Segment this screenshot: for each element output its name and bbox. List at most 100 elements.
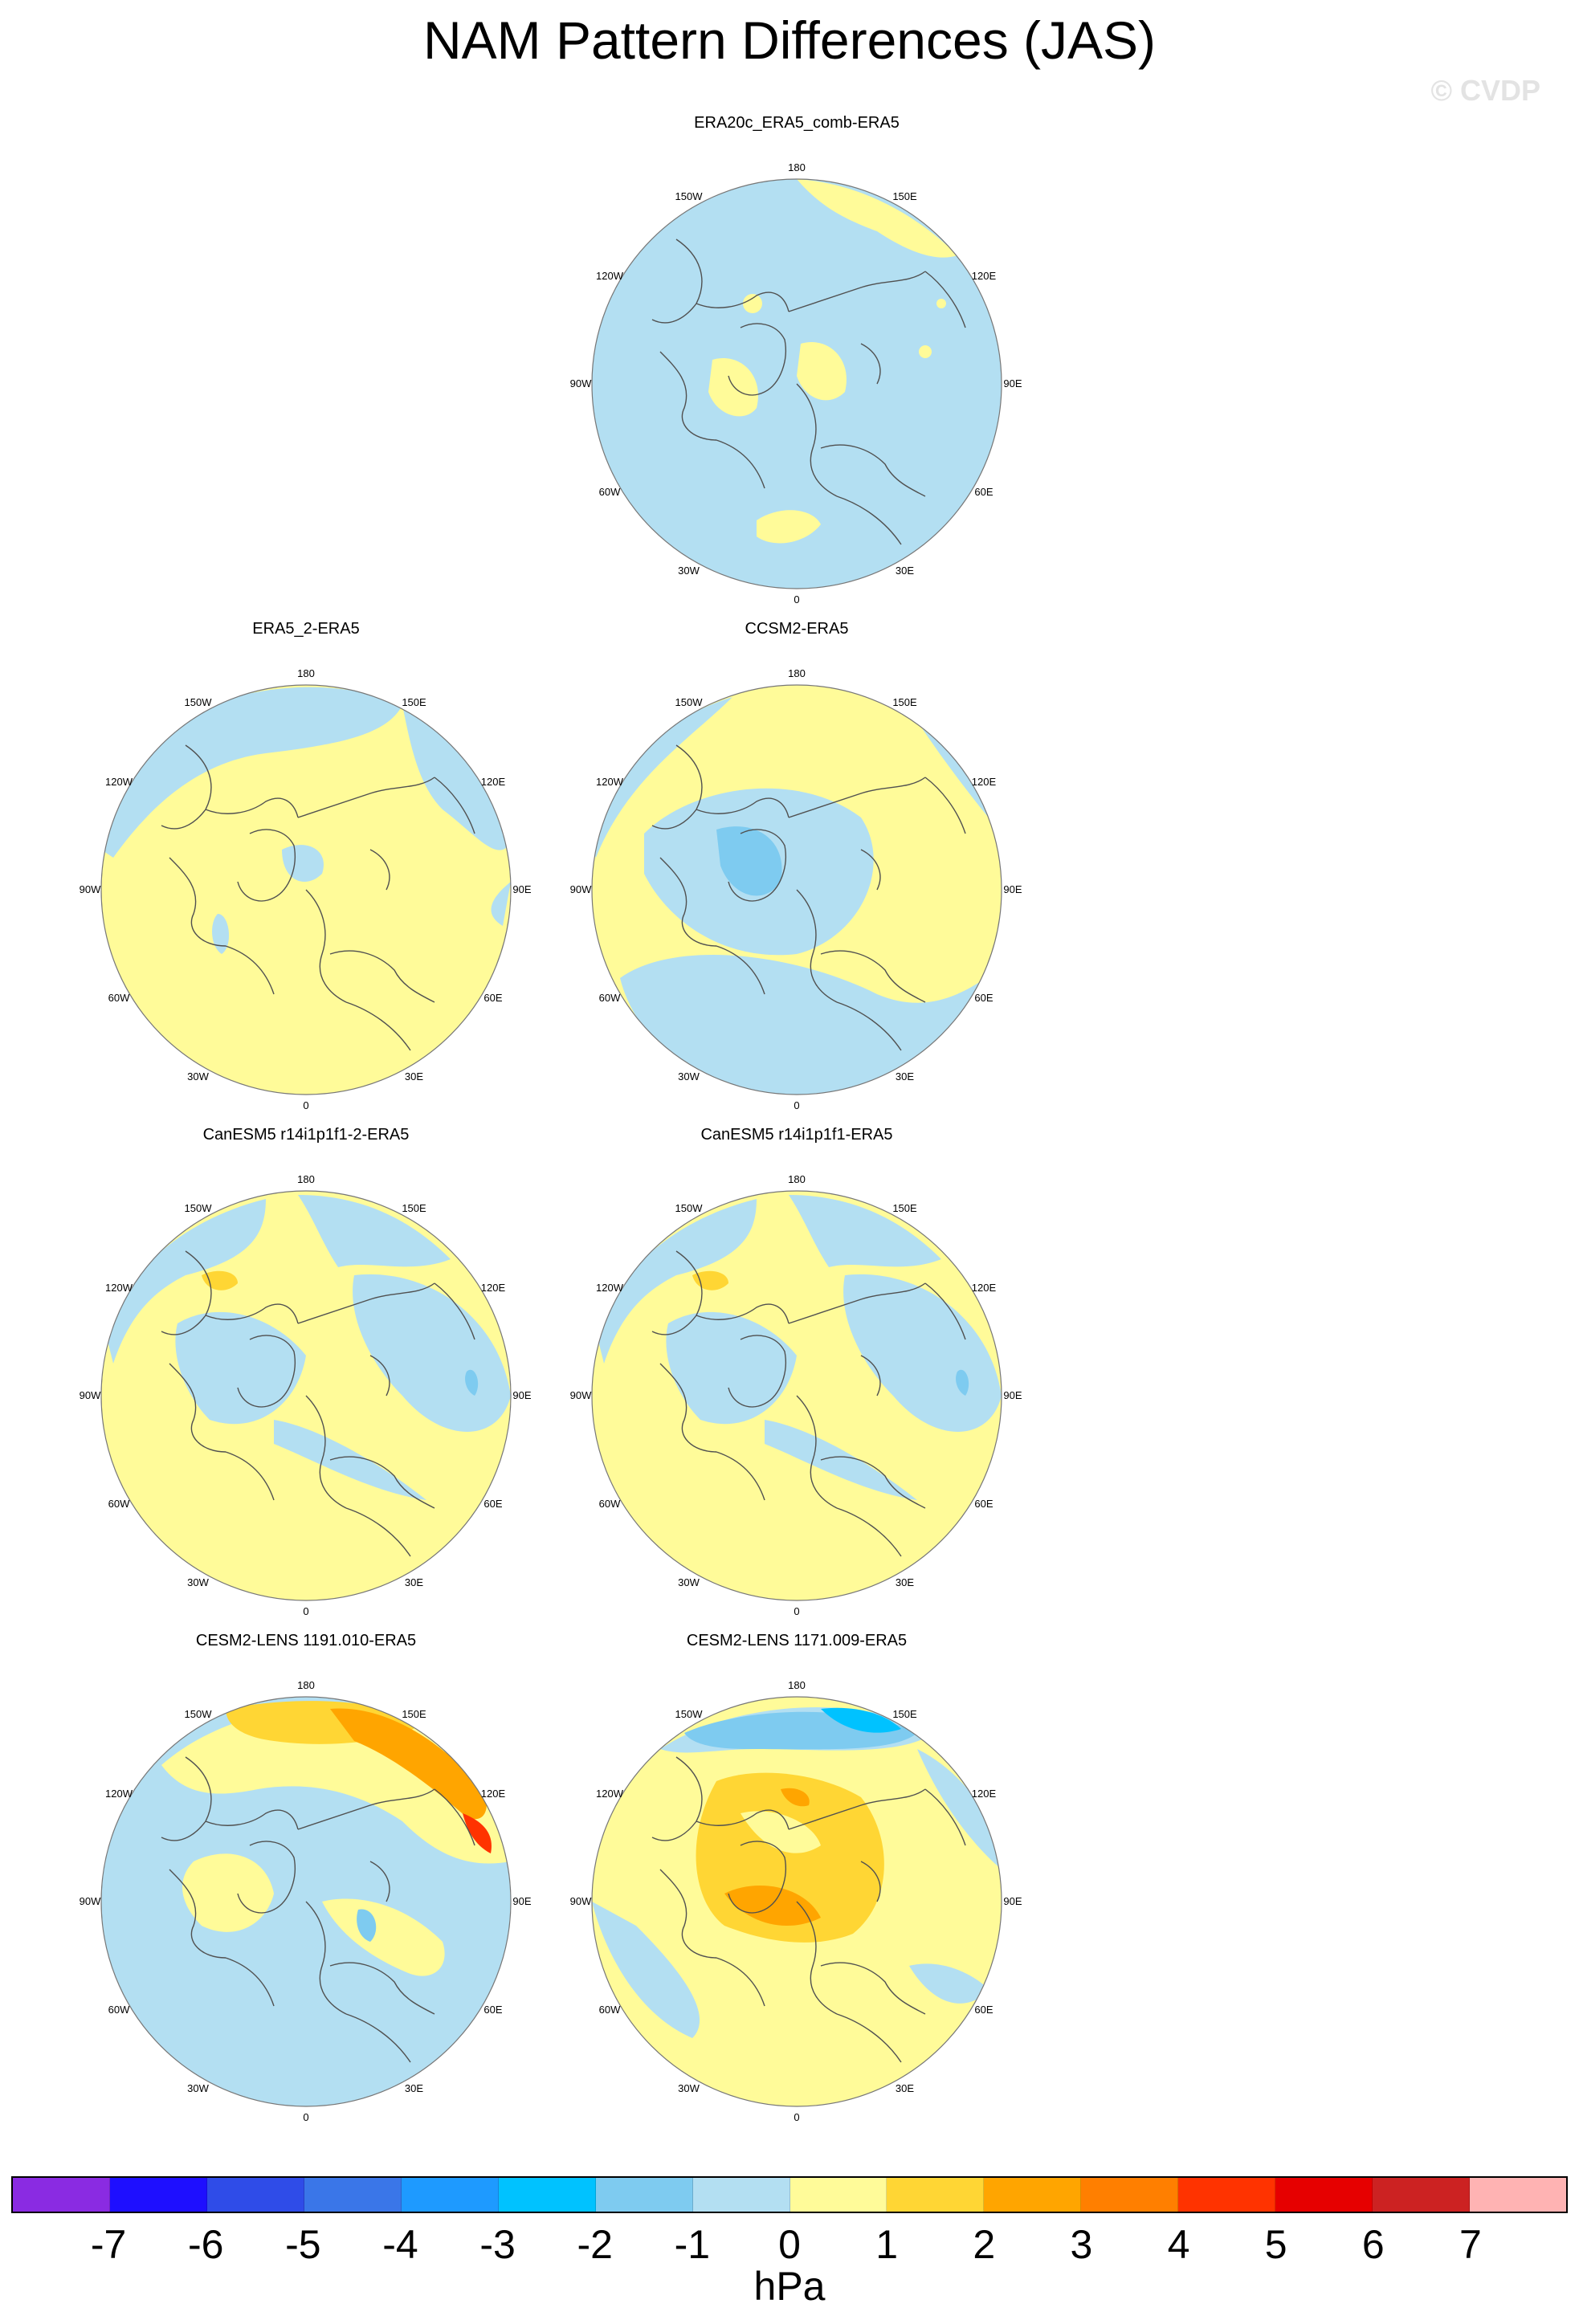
- longitude-label: 120E: [971, 269, 997, 282]
- colorbar-tick-label: -2: [577, 2222, 613, 2267]
- longitude-label: 120E: [480, 1281, 506, 1294]
- colorbar-segment: [1373, 2178, 1471, 2212]
- longitude-label: 150W: [184, 1202, 212, 1215]
- longitude-label: 0: [303, 1099, 309, 1111]
- coastline: [696, 1303, 790, 1324]
- longitude-label: 120W: [596, 1787, 624, 1800]
- longitude-label: 60E: [483, 991, 503, 1004]
- map-border: [591, 178, 1002, 589]
- coastline: [820, 1456, 926, 1509]
- coastline: [329, 1456, 435, 1509]
- longitude-label: 90W: [79, 1389, 101, 1401]
- longitude-label: 150W: [184, 1708, 212, 1721]
- map-panel: ERA5_2-ERA5 180 150E 120E 90E 60E 30E 0 30W 60W 90…: [65, 620, 547, 1111]
- longitude-label: 120E: [971, 1281, 997, 1294]
- longitude-label: 60E: [483, 1497, 503, 1510]
- contour-region: [956, 1369, 969, 1396]
- colorbar-segment: [1178, 2178, 1276, 2212]
- coastline: [924, 271, 966, 328]
- figure-title: NAM Pattern Differences (JAS): [422, 10, 1157, 70]
- map-panel: ERA20c_ERA5_comb-ERA5 180 150E 120E 90E 60E 30…: [556, 114, 1038, 605]
- map-panel: CanESM5 r14i1p1f1-ERA5 180 150E 120E 90E 60E 3…: [556, 1126, 1038, 1617]
- longitude-label: 90W: [569, 883, 592, 895]
- polar-map: [591, 1696, 1002, 2107]
- coastline: [369, 1861, 390, 1902]
- longitude-label: 30E: [404, 1070, 424, 1082]
- coastline: [329, 950, 435, 1003]
- longitude-label: 90E: [1003, 377, 1022, 389]
- contour-region: [919, 345, 932, 358]
- coastline: [836, 1001, 902, 1051]
- coastline: [345, 2013, 411, 2063]
- longitude-label: 30W: [678, 1070, 700, 1082]
- map-border: [100, 1696, 512, 2107]
- coastline: [820, 444, 926, 497]
- coastline: [796, 383, 838, 497]
- contour-region: [821, 1707, 901, 1733]
- longitude-label: 0: [794, 2111, 800, 2123]
- coastline: [345, 1001, 411, 1051]
- polar-map: [591, 1190, 1002, 1601]
- contour-region: [936, 299, 946, 308]
- longitude-label: 150W: [675, 190, 703, 203]
- coastline: [836, 2013, 902, 2063]
- contour-region: [491, 882, 511, 926]
- longitude-label: 150E: [402, 1202, 426, 1215]
- contour-region: [708, 358, 758, 417]
- contour-region: [357, 1909, 377, 1942]
- longitude-label: 90E: [512, 1895, 532, 1907]
- contour-region: [212, 914, 230, 954]
- longitude-label: 120W: [105, 775, 133, 788]
- colorbar-tick-label: -5: [285, 2222, 321, 2267]
- polar-map: [100, 684, 512, 1095]
- colorbar-tick-label: 5: [1264, 2222, 1287, 2267]
- colorbar: [11, 2176, 1568, 2213]
- longitude-label: 120E: [480, 1787, 506, 1800]
- colorbar-segment: [206, 2178, 304, 2212]
- longitude-label: 150E: [892, 190, 917, 203]
- coastline: [716, 945, 765, 995]
- coastline: [369, 849, 390, 891]
- colorbar-tick-label: -3: [479, 2222, 516, 2267]
- colorbar-tick-label: 3: [1070, 2222, 1093, 2267]
- coastline: [860, 849, 881, 891]
- coastline: [788, 1788, 926, 1830]
- coastline: [860, 1355, 881, 1396]
- coastline: [345, 1507, 411, 1557]
- coastline: [205, 1809, 299, 1830]
- colorbar-unit: hPa: [753, 2264, 826, 2309]
- colorbar-segment: [692, 2178, 790, 2212]
- coastline: [924, 777, 966, 834]
- coastline: [820, 1962, 926, 2015]
- colorbar-segment: [1470, 2178, 1566, 2212]
- map-panel: CESM2-LENS 1191.010-ERA5 180 150E 120E 90E 60…: [65, 1632, 547, 2123]
- coastline: [169, 1363, 226, 1453]
- contour-region: [182, 1853, 274, 1932]
- longitude-label: 120W: [596, 1281, 624, 1294]
- longitude-label: 120W: [596, 775, 624, 788]
- map-border: [591, 684, 1002, 1095]
- contour-region: [724, 1886, 821, 1926]
- coastline: [860, 1861, 881, 1902]
- coastline: [924, 1788, 966, 1846]
- contour-region: [596, 1199, 757, 1364]
- coastline: [716, 439, 765, 489]
- colorbar-tick-label: -4: [382, 2222, 418, 2267]
- coastline: [860, 343, 881, 385]
- coastline: [796, 1901, 838, 2015]
- longitude-label: 30W: [678, 1576, 700, 1588]
- contour-region: [909, 1963, 989, 2004]
- longitude-label: 60W: [598, 2003, 621, 2016]
- longitude-label: 150E: [402, 696, 426, 709]
- coastline: [169, 1869, 226, 1959]
- colorbar-tick-label: 4: [1167, 2222, 1190, 2267]
- map-panel: CanESM5 r14i1p1f1-2-ERA5 180 150E 120E 90E 60…: [65, 1126, 547, 1617]
- longitude-label: 120W: [596, 269, 624, 282]
- map-panel: CCSM2-ERA5 180 150E 120E 90E 60E 30E 0 30W 60W 90W…: [556, 620, 1038, 1111]
- coastline: [696, 292, 790, 312]
- longitude-label: 150W: [184, 696, 212, 709]
- coastline: [169, 857, 226, 947]
- longitude-label: 60E: [483, 2003, 503, 2016]
- contour-region: [298, 1195, 451, 1267]
- colorbar-segment: [1081, 2178, 1179, 2212]
